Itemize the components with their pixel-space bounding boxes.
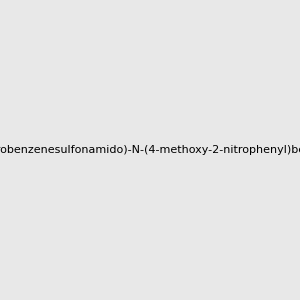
Text: 2-(4-chlorobenzenesulfonamido)-N-(4-methoxy-2-nitrophenyl)benzamide: 2-(4-chlorobenzenesulfonamido)-N-(4-meth… <box>0 145 300 155</box>
